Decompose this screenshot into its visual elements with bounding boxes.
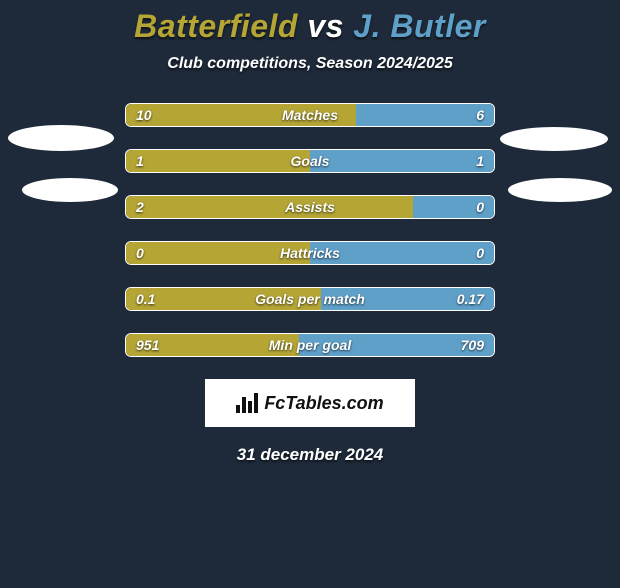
stat-row: 106Matches — [125, 103, 495, 127]
row-label: Goals — [126, 150, 494, 172]
row-label: Hattricks — [126, 242, 494, 264]
row-label: Assists — [126, 196, 494, 218]
stat-row: 20Assists — [125, 195, 495, 219]
title-vs: vs — [298, 8, 353, 44]
stat-row: 0.10.17Goals per match — [125, 287, 495, 311]
stat-row: 11Goals — [125, 149, 495, 173]
stat-row: 00Hattricks — [125, 241, 495, 265]
stats-rows: 106Matches 11Goals 20Assists 00Hattricks 0.1… — [125, 103, 495, 357]
avatar-right-2 — [508, 178, 612, 202]
title-left: Batterfield — [134, 8, 298, 44]
brand-bars-icon — [236, 393, 258, 413]
brand-text: FcTables.com — [264, 393, 383, 414]
title-right: J. Butler — [353, 8, 486, 44]
subtitle: Club competitions, Season 2024/2025 — [0, 55, 620, 73]
avatar-left-2 — [22, 178, 118, 202]
avatar-left-1 — [8, 125, 114, 151]
row-label: Goals per match — [126, 288, 494, 310]
page-title: Batterfield vs J. Butler — [0, 8, 620, 45]
stat-row: 951709Min per goal — [125, 333, 495, 357]
avatar-right-1 — [500, 127, 608, 151]
date-line: 31 december 2024 — [0, 445, 620, 465]
row-label: Min per goal — [126, 334, 494, 356]
brand-box[interactable]: FcTables.com — [205, 379, 415, 427]
row-label: Matches — [126, 104, 494, 126]
